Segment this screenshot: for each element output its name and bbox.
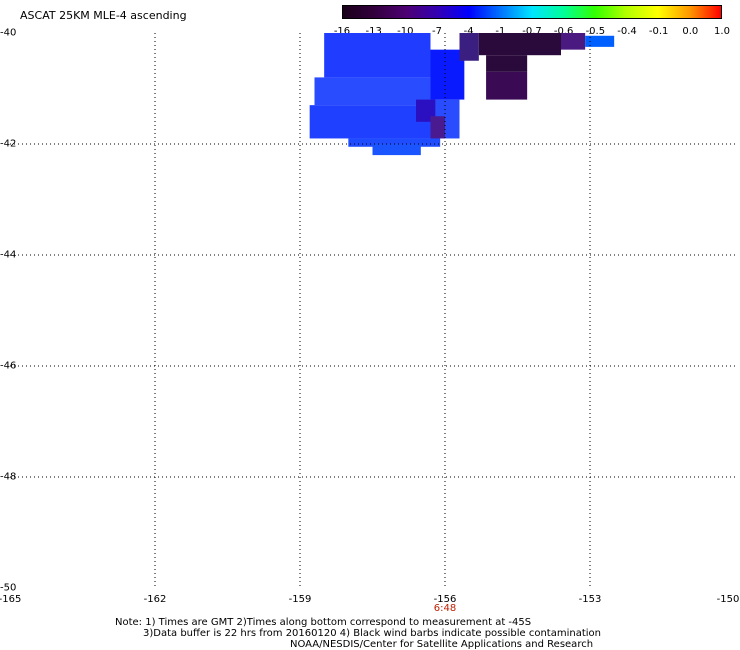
swath-cell bbox=[459, 33, 479, 61]
colorbar-tick-label: -0.5 bbox=[585, 26, 606, 37]
longitude-tick-label: -156 bbox=[433, 594, 457, 605]
colorbar-tick-label: -7 bbox=[432, 26, 442, 37]
longitude-tick-label: -165 bbox=[0, 594, 22, 605]
colorbar-tick-label: -0.6 bbox=[553, 26, 574, 37]
swath-cell bbox=[309, 105, 431, 139]
longitude-tick-label: -150 bbox=[716, 594, 740, 605]
swath-cell bbox=[372, 144, 421, 156]
longitude-tick-label: -162 bbox=[143, 594, 167, 605]
latitude-tick-label: -46 bbox=[0, 360, 17, 372]
longitude-tick-label: -153 bbox=[578, 594, 602, 605]
swath-cell bbox=[585, 35, 615, 47]
lat-lon-grid bbox=[10, 33, 735, 588]
colorbar-tick-label: -1 bbox=[495, 26, 506, 37]
note-line-2: 3)Data buffer is 22 hrs from 20160120 4)… bbox=[143, 628, 601, 639]
latitude-tick-label: -40 bbox=[0, 27, 17, 39]
swath-cell bbox=[561, 33, 586, 50]
colorbar-tick-label: 0.0 bbox=[682, 26, 699, 37]
longitude-tick-label: -159 bbox=[288, 594, 312, 605]
colorbar-tick-label: -0.7 bbox=[522, 26, 542, 37]
colorbar-tick-label: 1.0 bbox=[714, 26, 730, 37]
colorbar bbox=[342, 5, 722, 19]
map-plot bbox=[10, 33, 735, 588]
swath-cell bbox=[486, 55, 528, 72]
note-line-1: Note: 1) Times are GMT 2)Times along bot… bbox=[115, 617, 532, 628]
swath-cell bbox=[486, 71, 528, 100]
latitude-tick-label: -48 bbox=[0, 471, 17, 483]
latitude-tick-label: -44 bbox=[0, 249, 17, 261]
swath-layer bbox=[309, 33, 615, 156]
swath-cell bbox=[324, 33, 431, 78]
colorbar-tick-label: -4 bbox=[463, 26, 474, 37]
colorbar-tick-label: -10 bbox=[397, 26, 414, 37]
latitude-tick-label: -42 bbox=[0, 138, 17, 150]
colorbar-gradient bbox=[343, 6, 721, 18]
swath-cell bbox=[430, 49, 465, 100]
time-label: 6:48 bbox=[433, 603, 457, 614]
latitude-tick-label: -50 bbox=[0, 582, 17, 594]
colorbar-tick-label: -0.4 bbox=[617, 26, 637, 37]
note-line-3: NOAA/NESDIS/Center for Satellite Applica… bbox=[290, 639, 594, 650]
colorbar-tick-label: -13 bbox=[365, 26, 382, 37]
map-title: ASCAT 25KM MLE-4 ascending bbox=[20, 9, 187, 22]
swath-cell bbox=[430, 116, 445, 139]
swath-cell bbox=[348, 138, 441, 147]
colorbar-tick-label: -0.1 bbox=[648, 26, 669, 37]
swath-cell bbox=[314, 77, 431, 106]
swath-cell bbox=[478, 33, 561, 56]
colorbar-tick-label: -16 bbox=[333, 26, 351, 37]
